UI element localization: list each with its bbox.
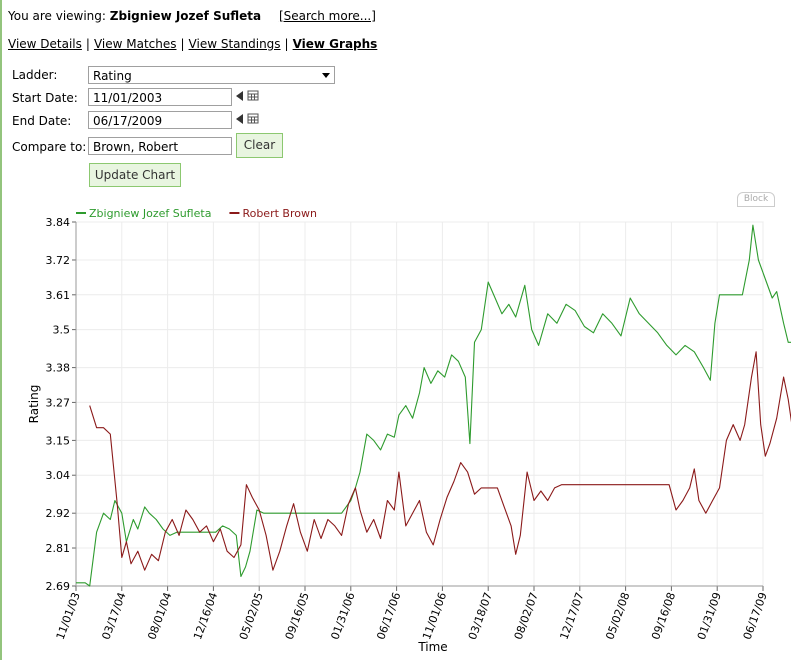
y-tick-label: 3.61 bbox=[46, 289, 71, 302]
x-tick-label: 05/02/08 bbox=[603, 591, 632, 642]
x-tick-label: 06/17/09 bbox=[741, 591, 770, 642]
nav-view-matches[interactable]: View Matches bbox=[93, 37, 177, 51]
x-tick-label: 08/01/04 bbox=[145, 591, 174, 642]
start-date-label: Start Date: bbox=[12, 91, 78, 105]
compare-to-input[interactable]: Brown, Robert bbox=[88, 137, 232, 155]
start-date-picker[interactable] bbox=[236, 90, 260, 102]
search-more-link[interactable]: [Search more...] bbox=[278, 9, 376, 23]
calendar-icon[interactable] bbox=[247, 113, 259, 124]
series-line-1 bbox=[76, 224, 791, 587]
x-tick-label: 01/31/06 bbox=[329, 591, 358, 642]
x-tick-label: 12/17/07 bbox=[558, 591, 587, 642]
clear-button[interactable]: Clear bbox=[236, 133, 283, 158]
x-tick-label: 05/02/05 bbox=[237, 591, 266, 642]
end-date-picker[interactable] bbox=[236, 113, 260, 125]
y-tick-label: 3.27 bbox=[46, 396, 71, 409]
viewing-line: You are viewing: Zbigniew Jozef Sufleta … bbox=[8, 9, 376, 23]
nav-separator: | bbox=[284, 37, 289, 51]
x-tick-label: 11/01/06 bbox=[420, 591, 449, 642]
player-name: Zbigniew Jozef Sufleta bbox=[109, 9, 262, 23]
nav-separator: | bbox=[180, 37, 185, 51]
arrow-left-icon bbox=[236, 114, 243, 124]
ladder-selected-value: Rating bbox=[93, 69, 132, 83]
y-tick-label: 2.81 bbox=[46, 542, 71, 555]
ladder-label: Ladder: bbox=[12, 68, 58, 82]
legend-label-1: Zbigniew Jozef Sufleta bbox=[89, 207, 211, 220]
x-tick-label: 03/17/04 bbox=[100, 591, 129, 642]
left-accent-bar bbox=[0, 0, 2, 660]
end-date-label: End Date: bbox=[12, 114, 72, 128]
x-tick-label: 01/31/09 bbox=[695, 591, 724, 642]
x-tick-label: 06/17/06 bbox=[374, 591, 403, 642]
y-tick-label: 3.04 bbox=[46, 469, 71, 482]
plot-frame bbox=[75, 221, 764, 587]
nav-separator: | bbox=[85, 37, 90, 51]
compare-to-label: Compare to: bbox=[12, 140, 87, 154]
start-date-input[interactable]: 11/01/2003 bbox=[88, 88, 232, 106]
y-tick-label: 3.72 bbox=[46, 254, 71, 267]
y-tick-label: 3.5 bbox=[53, 324, 71, 337]
block-tab[interactable]: Block bbox=[737, 192, 775, 207]
ladder-select[interactable]: Rating bbox=[88, 66, 335, 84]
legend-label-2: Robert Brown bbox=[242, 207, 317, 220]
y-tick-label: 2.92 bbox=[46, 507, 71, 520]
x-tick-label: 12/16/04 bbox=[191, 591, 220, 642]
x-axis-title: Time bbox=[417, 640, 447, 654]
x-tick-label: 09/16/08 bbox=[649, 591, 678, 642]
y-tick-label: 2.69 bbox=[46, 580, 71, 593]
nav-view-graphs[interactable]: View Graphs bbox=[292, 37, 378, 51]
viewing-label: You are viewing: bbox=[8, 9, 106, 23]
y-axis-title: Rating bbox=[27, 385, 41, 424]
arrow-left-icon bbox=[236, 91, 243, 101]
x-tick-label: 03/18/07 bbox=[466, 591, 495, 642]
nav-view-details[interactable]: View Details bbox=[8, 37, 82, 51]
calendar-icon[interactable] bbox=[247, 90, 259, 101]
end-date-input[interactable]: 06/17/2009 bbox=[88, 111, 232, 129]
x-tick-label: 11/01/03 bbox=[54, 591, 83, 642]
chevron-down-icon bbox=[322, 73, 330, 78]
y-tick-label: 3.84 bbox=[46, 216, 71, 229]
update-chart-button[interactable]: Update Chart bbox=[89, 163, 181, 187]
y-tick-label: 3.38 bbox=[46, 362, 71, 375]
x-tick-label: 09/16/05 bbox=[283, 591, 312, 642]
nav-view-standings[interactable]: View Standings bbox=[188, 37, 281, 51]
series-line-2 bbox=[89, 351, 791, 571]
y-tick-label: 3.15 bbox=[46, 434, 71, 447]
view-nav: View Details | View Matches | View Standings… bbox=[8, 37, 377, 51]
x-tick-label: 08/02/07 bbox=[512, 591, 541, 642]
